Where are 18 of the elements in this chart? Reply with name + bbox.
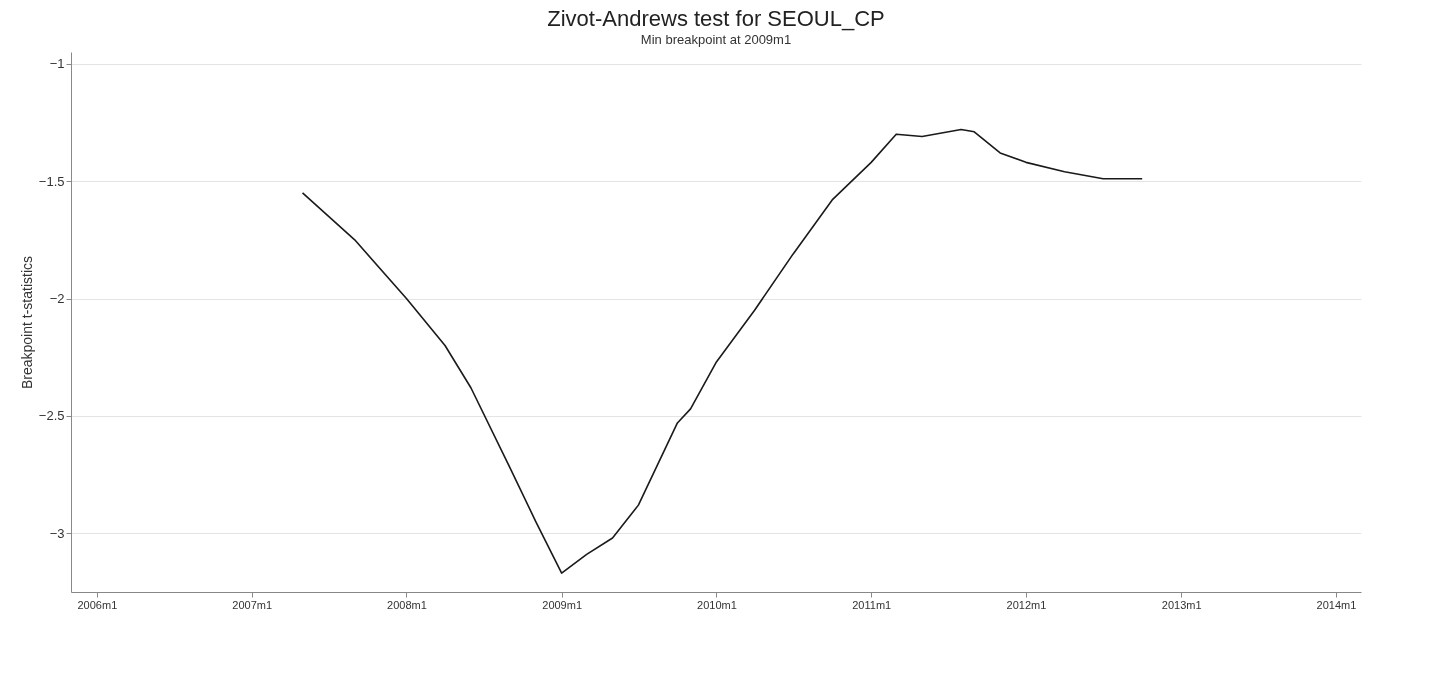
x-tick-label: 2009m1 <box>542 598 583 611</box>
x-tick-label: 2007m1 <box>232 598 273 611</box>
x-tick-label: 2008m1 <box>387 598 427 611</box>
line-series <box>301 128 1143 575</box>
x-tick-label: 2013m1 <box>1161 598 1202 611</box>
x-tick-label: 2014m1 <box>1316 598 1357 611</box>
x-tick-label: 2011m1 <box>852 598 892 611</box>
y-tick-label: −2.5 <box>38 408 65 424</box>
y-axis-title: Breakpoint t-statistics <box>18 255 35 390</box>
y-tick-label: −1 <box>49 56 65 72</box>
x-tick-label: 2012m1 <box>1006 598 1047 611</box>
chart-subtitle: Min breakpoint at 2009m1 <box>640 32 792 47</box>
y-tick-label: −3 <box>49 525 65 541</box>
y-tick-label: −1.5 <box>38 173 65 189</box>
x-tick-label: 2010m1 <box>697 598 737 611</box>
chart-title: Zivot-Andrews test for SEOUL_CP <box>547 6 885 31</box>
y-tick-label: −2 <box>49 291 65 307</box>
x-tick-label: 2006m1 <box>77 598 118 611</box>
